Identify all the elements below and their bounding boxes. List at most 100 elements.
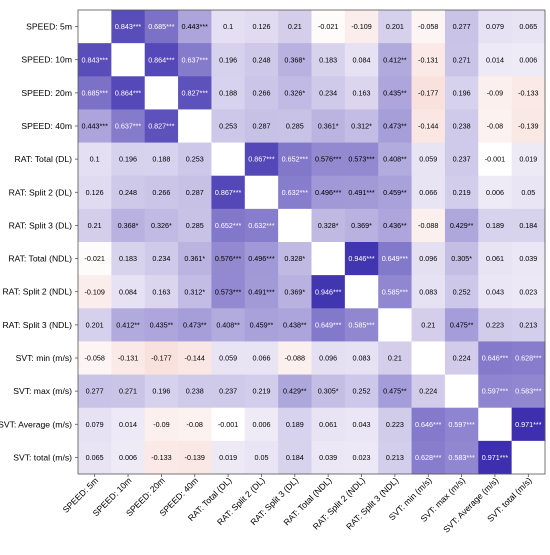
heatmap-cell [278,374,312,409]
cell-value-label: -0.109 [84,287,104,296]
cell-value-label: 0.039 [519,254,537,263]
cell-value-label: 0.234 [152,254,170,263]
cell-value-label: 0.649*** [382,254,409,263]
cell-value-label: 0.006 [119,453,137,462]
heatmap-cell [444,43,479,77]
heatmap-cell [278,175,312,210]
heatmap-cell [511,43,546,77]
cell-value-label: 0.646*** [482,354,509,363]
heatmap-cell [244,43,279,77]
cell-value-label: 0.21 [388,354,402,363]
cell-value-label: 0.271 [119,387,137,396]
cell-value-label: 0.597*** [448,420,475,429]
heatmap-cell [444,109,479,143]
heatmap-cell [344,10,379,44]
heatmap-cell [311,109,346,143]
heatmap-cell [178,142,212,177]
heatmap-cell [111,109,146,143]
heatmap-cell [211,208,246,243]
heatmap-cell [311,341,346,375]
heatmap-cell [444,407,479,442]
heatmap-cell [178,10,212,44]
heatmap-cell [344,341,379,375]
cell-value-label: 0.065 [86,453,104,462]
heatmap-cell [344,407,379,442]
cell-value-label: 0.369* [351,221,372,230]
heatmap-cell [378,374,412,409]
cell-value-label: 0.184 [286,453,304,462]
heatmap-cell [211,407,246,442]
cell-value-label: 0.473** [383,122,407,131]
cell-value-label: 0.238 [453,122,471,131]
heatmap-cell [211,10,246,44]
heatmap-cell [444,76,479,110]
heatmap-cell [378,10,412,44]
heatmap-cell [244,308,279,342]
heatmap-cell [411,440,446,475]
heatmap-cell [178,407,212,442]
heatmap-cell [478,208,513,243]
y-tick-label: RAT: Split 3 (DL) [9,220,72,230]
heatmap-cell [144,275,179,309]
heatmap-cell [244,440,279,475]
heatmap-cell [478,440,513,475]
heatmap-cell [478,341,513,375]
heatmap-cell [478,275,513,309]
cell-value-label: 0.079 [486,22,504,31]
heatmap-cell [411,374,446,409]
cell-value-label: 0.361* [318,122,339,131]
heatmap-cell [144,308,179,342]
cell-value-label: 0.597*** [482,387,509,396]
heatmap-cell [78,142,112,177]
cell-value-label: 0.436** [383,221,407,230]
heatmap-cell [511,275,546,309]
heatmap-cell [478,407,513,442]
cell-value-label: 0.491*** [248,287,275,296]
heatmap-cell [211,374,246,409]
heatmap-cell [244,76,279,110]
heatmap-cell [78,275,112,309]
y-tick-label: RAT: Split 3 (NDL) [2,320,72,330]
cell-value-label: 0.285 [286,122,304,131]
cell-value-label: 0.066 [252,354,270,363]
heatmap-cell [311,308,346,342]
y-tick-label: SVT: min (m/s) [16,353,72,363]
heatmap-cell [111,275,146,309]
cell-value-label: 0.023 [353,453,371,462]
heatmap-cell [278,208,312,243]
heatmap-cell [511,440,546,475]
heatmap-cell [378,440,412,475]
heatmap-cell [344,440,379,475]
cell-value-label: 0.576*** [215,254,242,263]
heatmap-cell [478,109,513,143]
heatmap-cell [244,142,279,177]
heatmap-cell [78,76,112,110]
cell-value-label: 0.583*** [448,453,475,462]
cell-value-label: 0.632*** [282,188,309,197]
heatmap-cell [344,208,379,243]
cell-value-label: -0.139 [185,453,205,462]
cell-value-label: 0.827*** [182,88,209,97]
heatmap-cell [278,43,312,77]
cell-value-label: 0.361* [184,254,205,263]
y-tick-label: SPEED: 40m [21,121,72,131]
cell-value-label: 0.475** [383,387,407,396]
heatmap-cell [111,341,146,375]
heatmap-cell [444,208,479,243]
cell-value-label: -0.08 [187,420,203,429]
y-tick-label: RAT: Split 2 (DL) [9,187,72,197]
cell-value-label: 0.084 [353,55,371,64]
cell-value-label: 0.1 [223,22,233,31]
heatmap-cell [411,43,446,77]
heatmap-cell [311,142,346,177]
cell-value-label: 0.223 [386,420,404,429]
heatmap-cell [144,208,179,243]
heatmap-cell [411,308,446,342]
cell-value-label: 0.184 [519,221,537,230]
cell-value-label: 0.412** [383,55,407,64]
heatmap-cell [411,175,446,210]
heatmap-cell [411,242,446,276]
cell-value-label: 0.637*** [182,55,209,64]
heatmap-cell [111,308,146,342]
cell-value-label: 0.496*** [248,254,275,263]
